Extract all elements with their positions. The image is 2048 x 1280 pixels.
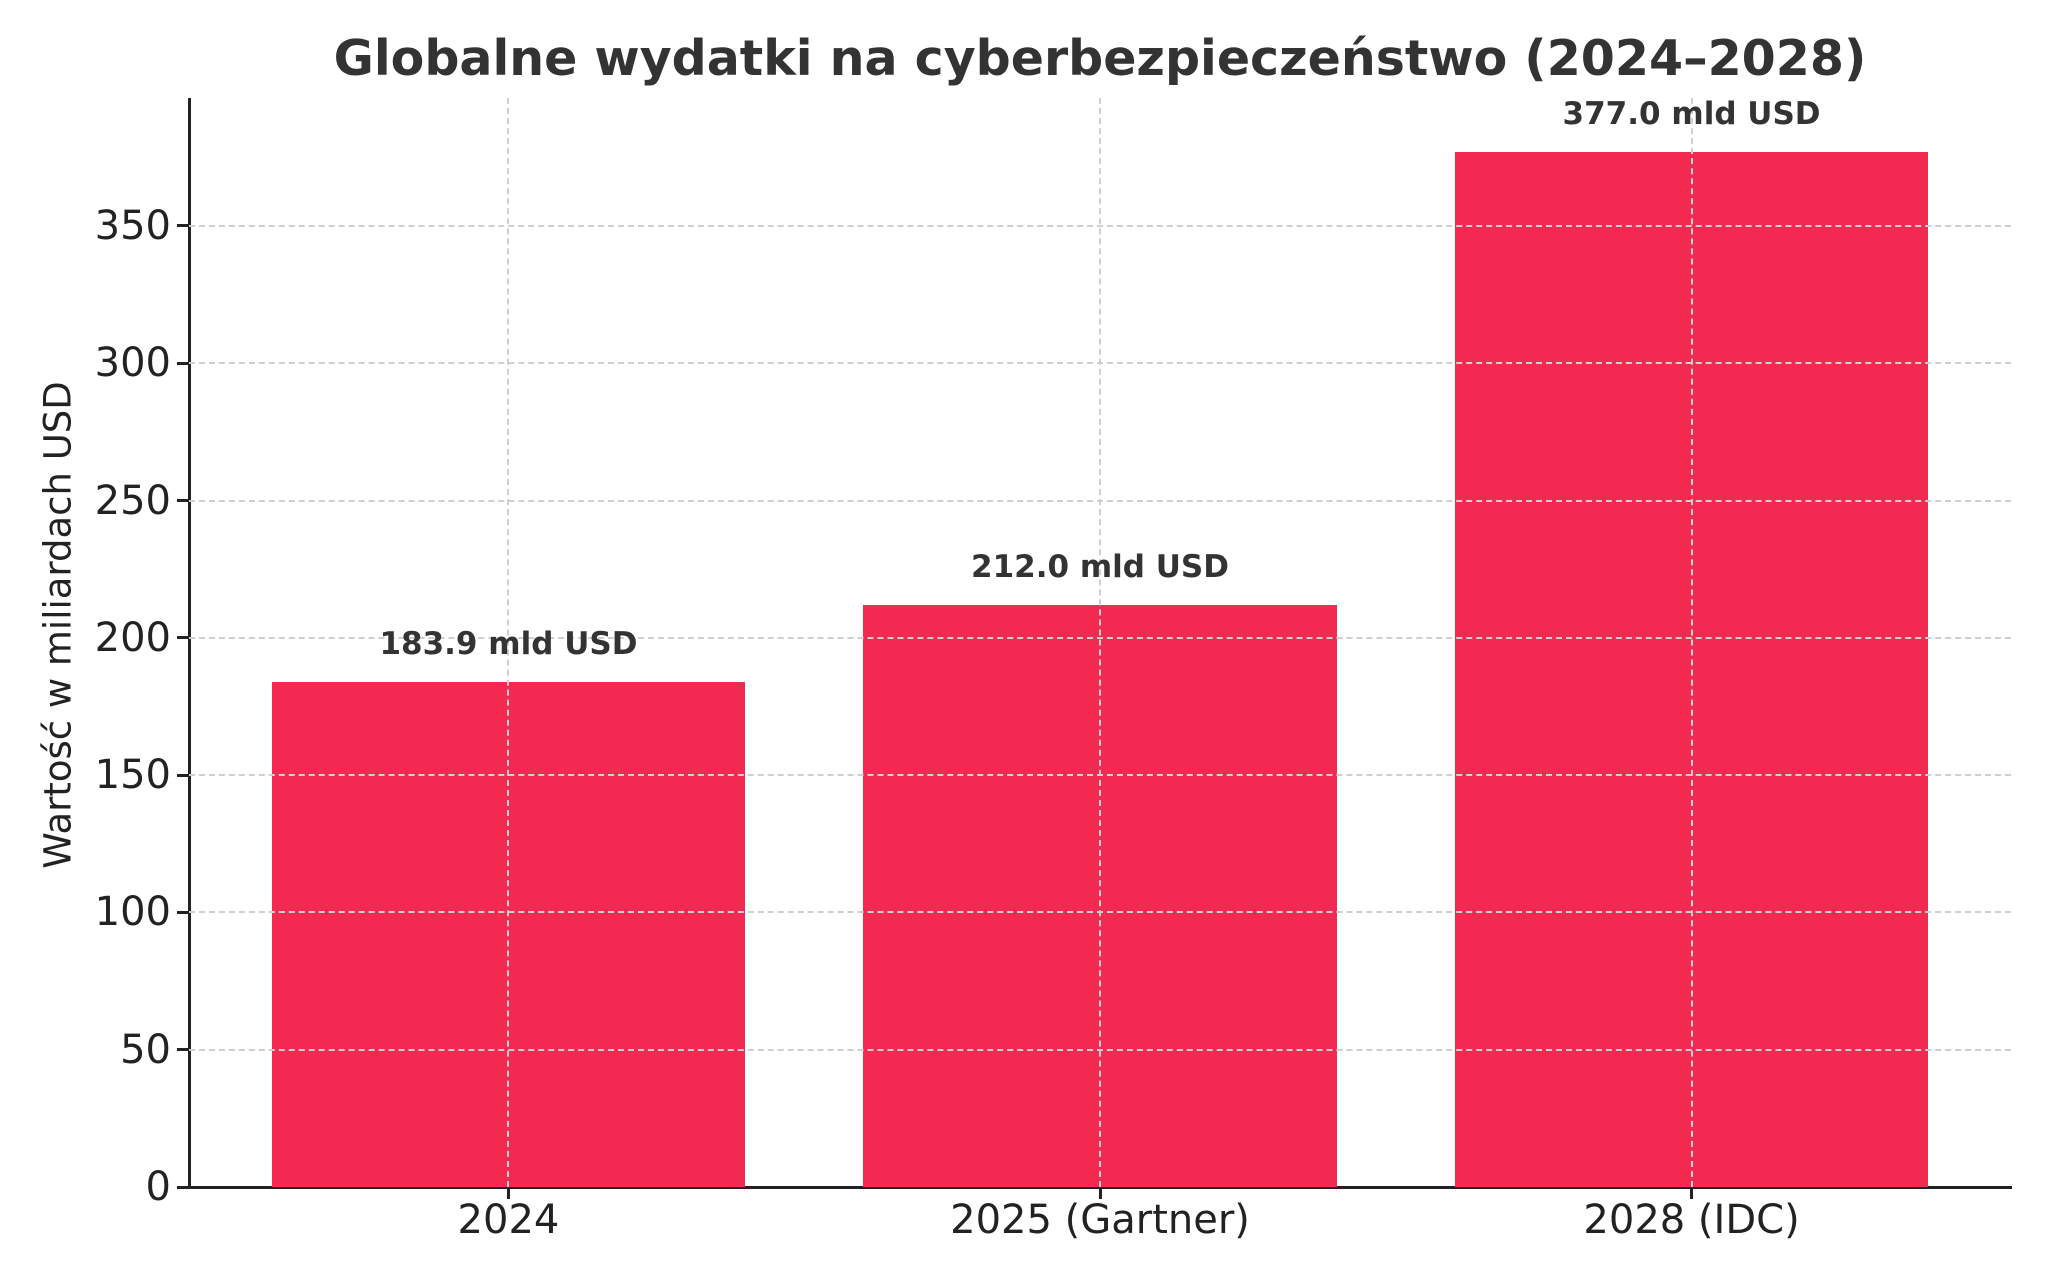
x-tick-mark [1690, 1187, 1694, 1199]
y-tick-label: 0 [145, 1164, 171, 1210]
y-axis-line [187, 98, 191, 1188]
y-tick-label: 350 [94, 202, 171, 249]
y-tick-label: 150 [94, 752, 171, 799]
y-tick-label: 250 [94, 477, 171, 524]
y-tick-mark [177, 910, 189, 914]
vertical-gridline [507, 98, 510, 1187]
y-tick-label: 200 [94, 614, 171, 661]
y-tick-mark [177, 224, 189, 228]
y-tick-mark [177, 636, 189, 640]
chart-title: Globalne wydatki na cyberbezpieczeństwo … [333, 30, 1867, 87]
y-tick-mark [177, 1185, 189, 1189]
x-tick-label: 2025 (Gartner) [950, 1197, 1250, 1243]
vertical-gridline [1690, 98, 1693, 1187]
y-tick-label: 300 [94, 340, 171, 387]
y-tick-mark [177, 773, 189, 777]
x-tick-mark [506, 1187, 510, 1199]
x-tick-mark [1098, 1187, 1102, 1199]
x-tick-label: 2028 (IDC) [1583, 1197, 1800, 1243]
y-tick-mark [177, 499, 189, 503]
bar-value-label: 183.9 mld USD [379, 626, 638, 663]
y-tick-label: 100 [94, 889, 171, 936]
y-tick-mark [177, 1048, 189, 1052]
bar-value-label: 377.0 mld USD [1562, 95, 1821, 132]
plot-area: 0 50 100 150 200 250 300 350 183.9 mld USD 2024 21… [95, 95, 2012, 1243]
y-tick-label: 50 [120, 1026, 171, 1073]
x-tick-label: 2024 [457, 1197, 560, 1243]
vertical-gridline [1099, 98, 1101, 1187]
bar-value-label: 212.0 mld USD [971, 548, 1229, 585]
y-axis-label: Wartość w miliardach USD [36, 381, 80, 869]
y-tick-mark [177, 361, 189, 365]
